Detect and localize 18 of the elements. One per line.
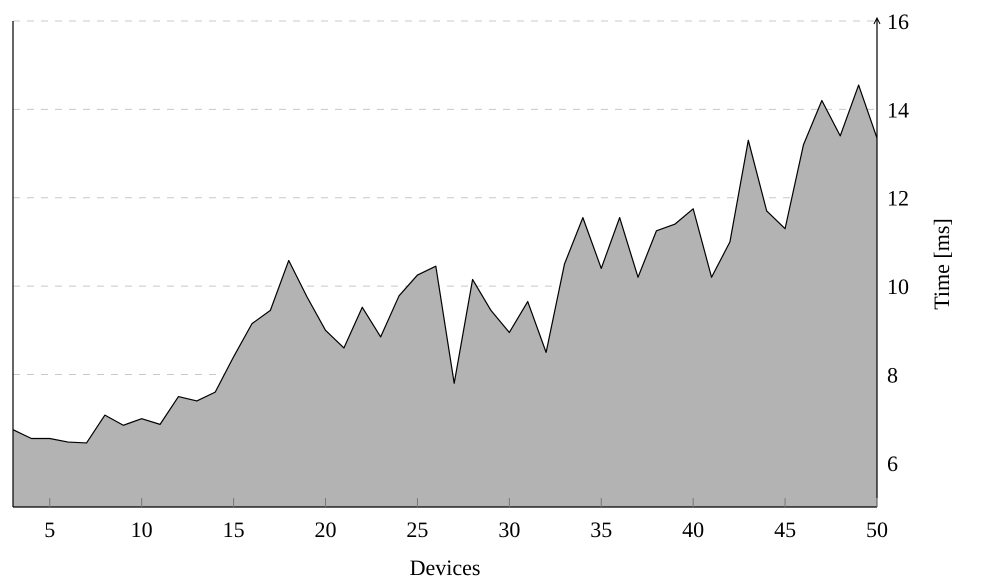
- x-tick-label: 30: [498, 517, 520, 542]
- x-tick-label: 15: [222, 517, 245, 542]
- x-tick-label: 10: [130, 517, 153, 542]
- x-tick-label: 20: [314, 517, 337, 542]
- x-axis-title: Devices: [410, 555, 480, 580]
- x-tick-label: 25: [406, 517, 428, 542]
- y-tick-label: 8: [887, 362, 898, 388]
- x-tick-label: 45: [774, 517, 796, 542]
- x-tick-label: 5: [44, 517, 56, 542]
- y-tick-label: 10: [887, 274, 909, 300]
- x-tick-label: 35: [590, 517, 612, 542]
- y-tick-label: 12: [887, 186, 909, 211]
- y-axis-title: Time [ms]: [929, 218, 954, 310]
- y-tick-label: 14: [887, 97, 909, 122]
- y-tick-label: 6: [887, 450, 898, 476]
- y-tick-label: 16: [887, 9, 909, 34]
- x-tick-label: 50: [866, 517, 888, 542]
- x-tick-label: 40: [682, 517, 704, 542]
